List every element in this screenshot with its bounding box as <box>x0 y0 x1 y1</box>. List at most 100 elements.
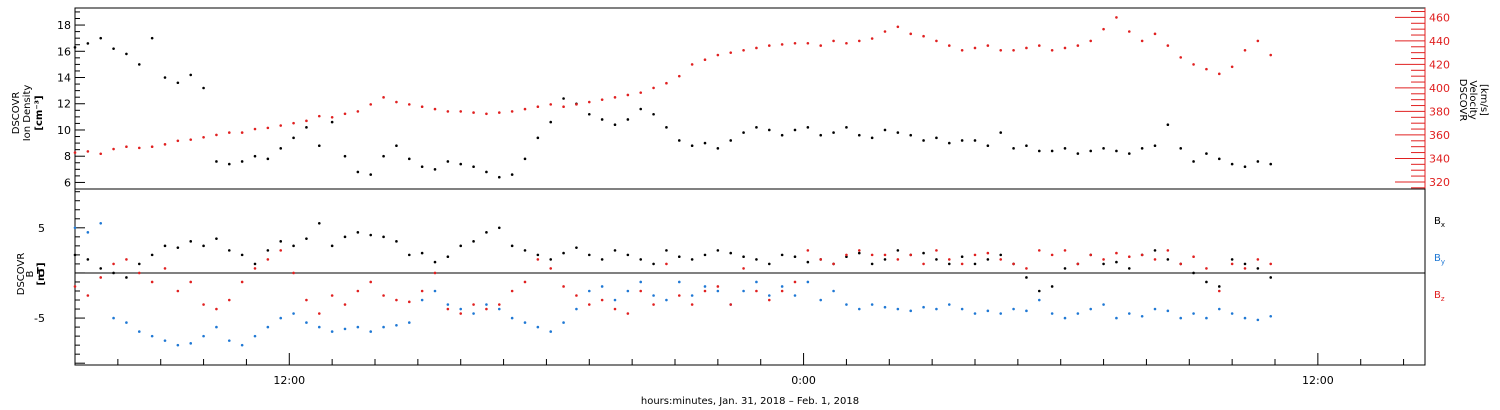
by-point <box>485 303 488 306</box>
bx-point <box>86 258 90 261</box>
by-point <box>587 289 591 293</box>
by-point <box>600 285 604 288</box>
legend-by-subscript: y <box>1441 258 1445 266</box>
bz-point <box>1076 262 1080 266</box>
ion-density-point <box>459 162 463 166</box>
bz-point <box>626 312 630 315</box>
velocity-point <box>947 44 951 47</box>
top-left-tick-label: 14 <box>57 72 71 85</box>
bz-point <box>729 303 733 306</box>
by-point <box>986 309 990 313</box>
ion-density-point <box>613 123 617 127</box>
bx-point <box>163 244 167 248</box>
velocity-point <box>459 110 463 113</box>
by-point <box>767 294 771 297</box>
ion-density-point <box>935 136 938 140</box>
by-point <box>292 312 295 315</box>
ion-density-point <box>86 42 90 45</box>
velocity-point <box>729 51 733 54</box>
bx-point <box>279 240 283 243</box>
velocity-point <box>202 135 205 139</box>
velocity-point <box>510 110 514 113</box>
velocity-point <box>1192 63 1195 66</box>
by-point <box>960 307 964 311</box>
bz-point <box>1140 253 1144 257</box>
b-ylabel-line2: B <box>25 270 36 277</box>
bx-point <box>317 221 321 225</box>
legend-bz: Bz <box>1434 290 1445 303</box>
bx-point <box>446 255 450 258</box>
bz-point <box>485 307 488 311</box>
velocity-point <box>1269 53 1273 57</box>
legend-bx-label: Bx <box>1434 216 1445 229</box>
velocity-point <box>330 116 334 119</box>
ion-density-point <box>446 160 450 163</box>
ion-density-point <box>176 81 180 85</box>
velocity-point <box>1256 39 1260 43</box>
velocity-point <box>665 81 668 85</box>
ion-density-point <box>716 147 720 150</box>
by-point <box>819 298 823 302</box>
bz-point <box>857 249 861 252</box>
legend-by-name: B <box>1434 253 1441 264</box>
bz-point <box>922 262 925 266</box>
bz-point <box>1089 253 1093 257</box>
by-point <box>446 303 450 306</box>
bx-point <box>215 237 218 240</box>
by-point <box>240 343 244 347</box>
bz-points <box>73 249 1273 315</box>
by-point <box>202 334 205 338</box>
by-point <box>266 325 270 329</box>
ion-density-point <box>1025 144 1028 148</box>
bx-point <box>1063 267 1067 270</box>
top-left-tick-label: 18 <box>57 19 71 32</box>
velocity-point <box>485 112 488 116</box>
ion-density-point <box>1127 152 1131 155</box>
by-point <box>1012 307 1015 311</box>
velocity-point <box>1230 65 1234 69</box>
top-left-tick-label: 6 <box>64 176 71 189</box>
ion-density-point <box>1037 149 1041 153</box>
top-right-tick-label: 460 <box>1429 11 1450 24</box>
bx-point <box>1127 267 1131 270</box>
ion-density-point <box>163 76 167 79</box>
bz-point <box>652 303 655 306</box>
ion-density-point <box>819 133 823 137</box>
by-point <box>317 325 321 329</box>
by-point <box>1269 314 1273 318</box>
ion-density-point <box>356 170 360 174</box>
by-point <box>652 294 655 297</box>
velocity-point <box>420 105 424 109</box>
by-point <box>1025 309 1028 313</box>
by-point <box>742 289 745 293</box>
by-point <box>510 316 514 320</box>
bx-point <box>575 246 578 249</box>
ion-density-point <box>1140 147 1144 150</box>
ion-density-point <box>73 46 77 49</box>
bx-point <box>883 258 887 261</box>
top-left-tick-label: 10 <box>57 124 71 137</box>
by-point <box>896 307 900 311</box>
bx-point <box>935 258 938 261</box>
ion-density-point <box>999 131 1003 134</box>
bx-point <box>253 262 257 266</box>
by-point <box>1115 316 1118 320</box>
by-point <box>716 289 720 293</box>
by-point <box>1256 318 1260 322</box>
ion-density-point <box>1076 152 1080 155</box>
bz-point <box>523 280 527 284</box>
ion-density-point <box>472 165 475 169</box>
bx-point <box>112 271 115 275</box>
bz-point <box>973 253 977 257</box>
bz-point <box>176 289 180 293</box>
velocity-point <box>639 91 643 94</box>
ion-density-point <box>407 157 411 161</box>
velocity-point <box>1089 39 1093 43</box>
bz-point <box>677 294 681 297</box>
bz-point <box>1050 253 1054 257</box>
velocity-point <box>819 44 823 47</box>
bz-point <box>665 262 668 266</box>
bottom-left-tick-label: 5 <box>38 222 45 235</box>
velocity-point <box>1166 44 1170 47</box>
bz-point <box>343 303 347 306</box>
